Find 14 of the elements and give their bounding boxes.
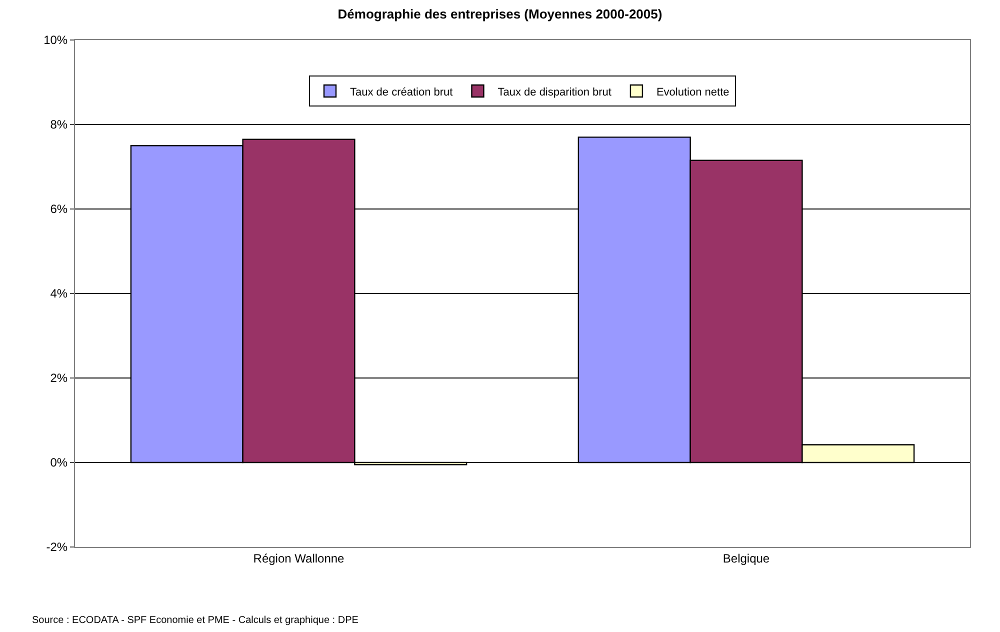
y-tick-label: 10% bbox=[44, 33, 68, 48]
legend-label: Taux de disparition brut bbox=[498, 86, 612, 98]
chart-title: Démographie des entreprises (Moyennes 2000-2005) bbox=[338, 6, 662, 22]
y-tick-label: 2% bbox=[50, 371, 68, 386]
y-tick-label: 8% bbox=[50, 118, 68, 132]
y-tick-label: -2% bbox=[46, 540, 68, 554]
y-tick-label: 6% bbox=[50, 202, 68, 216]
y-tick-label: 0% bbox=[50, 456, 68, 470]
x-tick-label: Belgique bbox=[722, 551, 770, 566]
source-note: Source : ECODATA - SPF Economie et PME - Calculs et graphique : DPE bbox=[32, 615, 359, 626]
legend-label: Taux de création brut bbox=[350, 86, 453, 98]
y-tick-label: 4% bbox=[50, 286, 68, 301]
x-tick-label: Région Wallonne bbox=[253, 551, 345, 566]
legend-label: Evolution nette bbox=[656, 86, 730, 98]
